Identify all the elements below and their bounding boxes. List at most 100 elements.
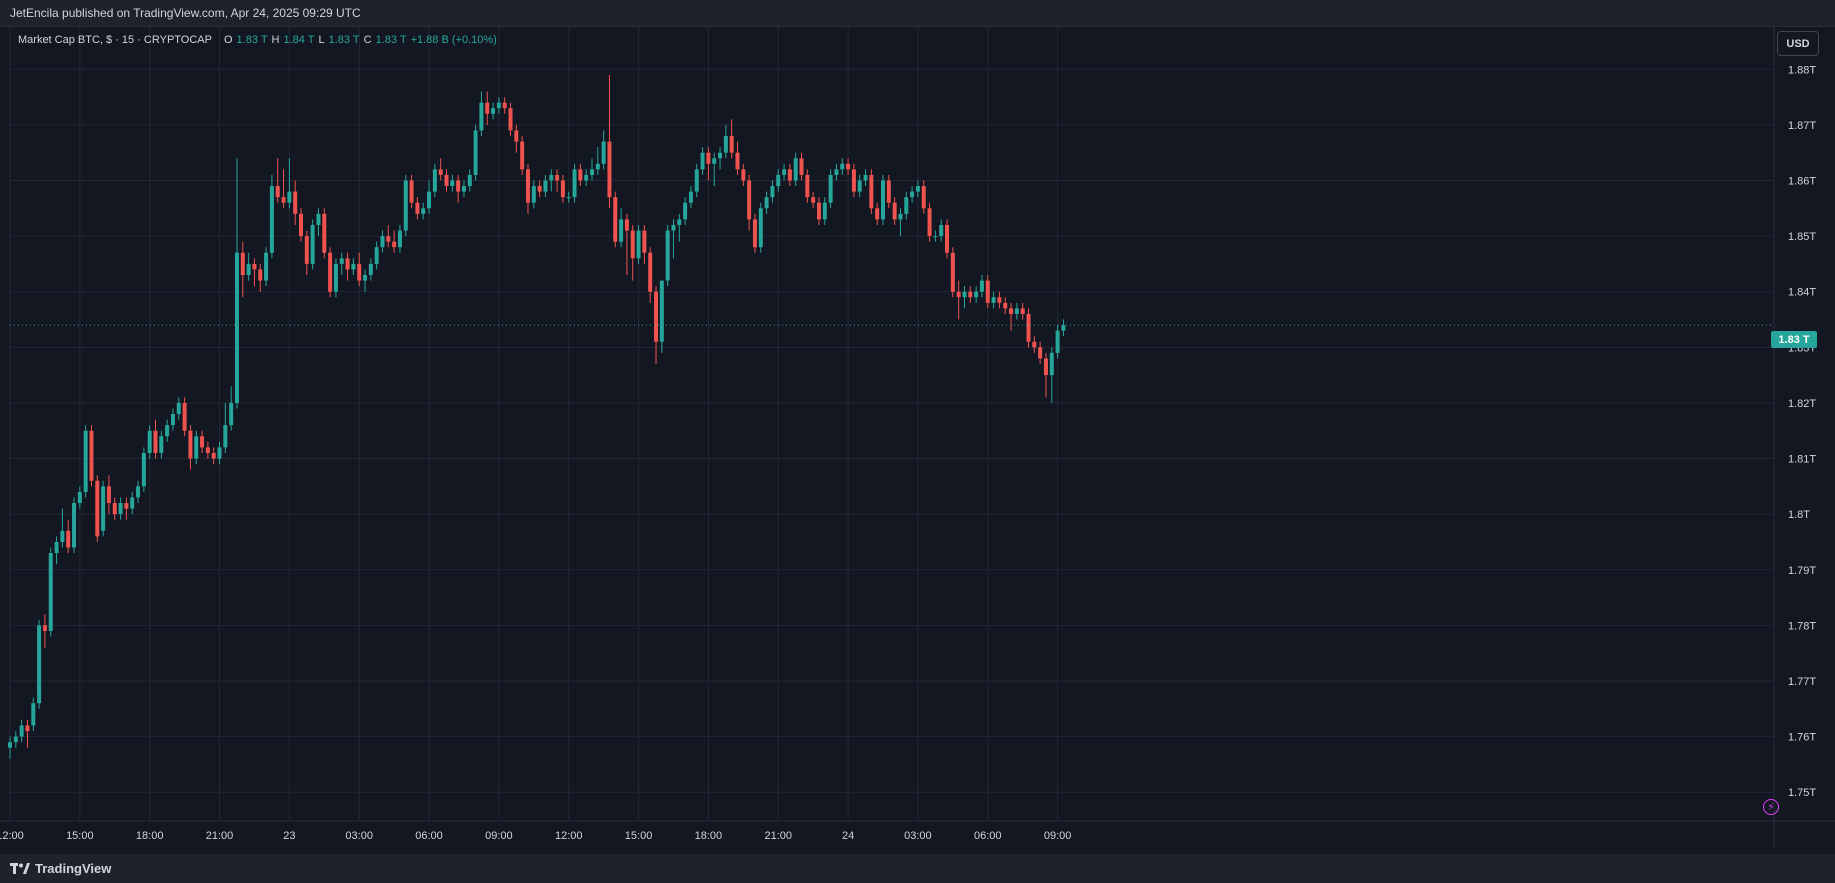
candle-body: [747, 180, 752, 220]
candle-body: [1061, 325, 1066, 331]
symbol-name[interactable]: Market Cap BTC, $ · 15 · CRYPTOCAP: [18, 34, 212, 46]
candle-body: [194, 436, 199, 459]
currency-button[interactable]: USD: [1777, 31, 1819, 56]
candle-body: [793, 158, 798, 181]
brand-name: TradingView: [35, 861, 112, 876]
candle-body: [351, 263, 356, 270]
candle-body: [322, 213, 327, 253]
candle-body: [729, 135, 734, 153]
candle-body: [863, 174, 868, 181]
candle-body: [1020, 308, 1025, 314]
candle-body: [881, 180, 885, 220]
candle-body: [555, 174, 560, 181]
lightning-icon[interactable]: ⚡: [1763, 799, 1779, 815]
candle-body: [654, 291, 659, 342]
candle-body: [409, 180, 414, 203]
brand-logo[interactable]: TradingView: [10, 861, 111, 876]
candle-body: [72, 503, 77, 548]
x-tick-label: 23: [283, 830, 295, 842]
candle-body: [811, 197, 816, 203]
y-tick-label: 1.88T: [1788, 64, 1816, 76]
candle-body: [630, 230, 635, 259]
x-tick-label: 15:00: [66, 830, 94, 842]
candlestick-chart[interactable]: 1.75T 1.76T 1.77T 1.78T 1.79T 1.8T 1.81T 1.82T 1…: [0, 27, 1835, 854]
candle-body: [1038, 347, 1043, 359]
candle-body: [479, 102, 484, 131]
x-tick-label: 24: [842, 830, 854, 842]
y-tick-label: 1.77T: [1788, 676, 1816, 688]
candle-body: [54, 541, 59, 554]
candle-body: [264, 252, 269, 281]
candle-body: [176, 402, 181, 415]
candle-body: [531, 186, 536, 203]
candle-body: [473, 130, 478, 175]
candle-body: [962, 291, 967, 298]
candle-body: [60, 530, 65, 542]
candle-body: [258, 269, 263, 281]
candle-body: [601, 141, 606, 164]
candle-body: [496, 102, 501, 109]
x-tick-label: 09:00: [485, 830, 513, 842]
candle-body: [619, 219, 624, 242]
candle-body: [83, 430, 88, 492]
candle-body: [339, 258, 344, 264]
candle-body: [735, 152, 740, 170]
candle-body: [939, 224, 944, 237]
candle-body: [328, 252, 333, 292]
candle-body: [467, 174, 472, 187]
candle-body: [363, 275, 368, 281]
candle-body: [723, 135, 728, 153]
candle-body: [112, 503, 117, 515]
candle-body: [927, 208, 932, 237]
candle-body: [502, 102, 507, 109]
candle-body: [648, 252, 653, 292]
candle-body: [875, 208, 880, 220]
candle-body: [520, 141, 525, 170]
candle-body: [1014, 308, 1019, 314]
candle-body: [170, 414, 175, 426]
candle-body: [590, 169, 594, 175]
x-tick-label: 21:00: [764, 830, 792, 842]
candle-body: [898, 213, 903, 220]
candle-body: [48, 553, 53, 631]
close-value: 1.83 T: [375, 34, 407, 46]
candle-body: [397, 230, 402, 248]
candle-body: [1003, 302, 1008, 309]
candle-body: [136, 486, 141, 498]
candle-body: [950, 252, 955, 292]
candle-body: [374, 247, 379, 264]
candle-body: [816, 202, 821, 220]
candle-body: [403, 180, 408, 231]
candle-body: [642, 230, 647, 253]
y-tick-label: 1.82T: [1788, 398, 1816, 410]
y-tick-label: 1.78T: [1788, 620, 1816, 632]
candle-body: [130, 497, 135, 509]
y-tick-label: 1.85T: [1788, 231, 1816, 243]
candle-body: [915, 186, 920, 192]
candle-body: [13, 736, 18, 743]
candle-body: [461, 186, 466, 192]
candle-body: [275, 186, 280, 198]
candle-body: [1032, 341, 1037, 348]
candle-body: [543, 180, 548, 192]
candle-body: [345, 258, 350, 270]
candle-body: [758, 208, 763, 248]
candle-body: [904, 197, 909, 214]
candle-body: [25, 725, 30, 732]
y-tick-label: 1.87T: [1788, 120, 1816, 132]
candle-body: [147, 430, 152, 453]
candle-body: [956, 291, 961, 298]
candle-body: [799, 158, 804, 175]
candle-body: [124, 503, 129, 509]
candle-body: [432, 169, 437, 192]
candle-body: [979, 280, 984, 292]
candle-body: [8, 742, 12, 748]
open-value: 1.83 T: [236, 34, 268, 46]
candle-body: [764, 197, 769, 209]
candle-body: [141, 452, 146, 487]
close-key: C: [363, 34, 372, 46]
candle-body: [718, 152, 723, 159]
y-tick-label: 1.76T: [1788, 732, 1816, 744]
candle-body: [229, 402, 234, 426]
footer-bar: TradingView: [0, 854, 1835, 883]
